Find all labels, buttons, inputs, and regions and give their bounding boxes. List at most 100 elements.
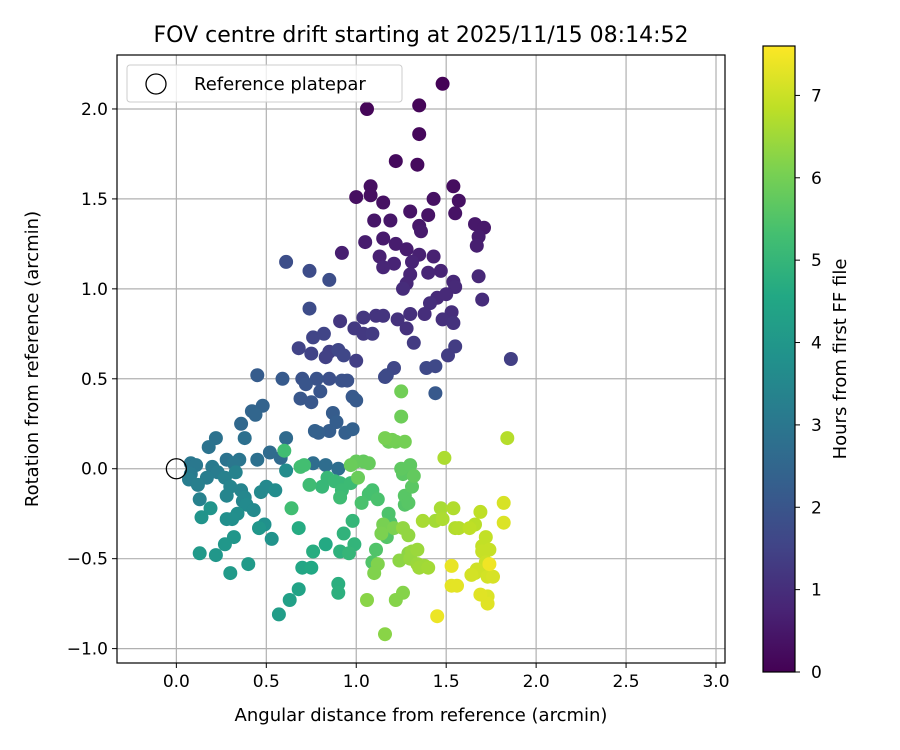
data-point — [421, 208, 436, 223]
data-point — [203, 501, 218, 516]
data-point — [208, 548, 223, 563]
data-point — [252, 521, 267, 536]
data-point — [250, 368, 265, 383]
data-point — [271, 607, 286, 622]
data-point — [496, 495, 511, 510]
data-point — [228, 465, 243, 480]
data-point — [428, 386, 443, 401]
y-tick-label: 2.0 — [81, 100, 108, 120]
data-point — [469, 238, 484, 253]
data-point — [441, 348, 455, 363]
data-point — [410, 542, 425, 557]
data-point — [399, 242, 414, 257]
data-point — [322, 272, 337, 287]
data-point — [264, 531, 279, 546]
data-point — [376, 260, 391, 275]
data-point — [421, 265, 436, 280]
data-point — [406, 335, 421, 350]
data-point — [360, 593, 374, 607]
data-point — [302, 477, 317, 492]
y-axis-label: Rotation from reference (arcmin) — [22, 211, 43, 507]
data-point — [304, 560, 319, 575]
data-point — [388, 236, 403, 251]
data-point — [277, 443, 292, 458]
data-point — [304, 395, 319, 410]
data-point — [223, 566, 238, 581]
data-point — [342, 546, 356, 561]
data-point — [225, 512, 240, 527]
data-point — [433, 501, 448, 516]
data-point — [396, 585, 410, 600]
data-point — [451, 521, 466, 536]
data-point — [336, 526, 351, 541]
data-point — [307, 424, 322, 438]
colorbar-tick-label: 2 — [811, 498, 822, 518]
data-point — [397, 434, 412, 449]
data-point — [313, 384, 328, 399]
x-axis-label: Angular distance from reference (arcmin) — [235, 705, 608, 726]
data-point — [412, 98, 427, 113]
data-point — [309, 371, 324, 386]
data-point — [279, 254, 294, 269]
data-point — [354, 495, 369, 510]
colorbar: 0 1 2 3 4 5 6 7 Hours from first FF file — [762, 45, 851, 683]
data-point — [374, 526, 389, 541]
data-point — [358, 235, 373, 250]
colorbar-tick-label: 0 — [811, 663, 822, 683]
x-ticks: 0.0 0.5 1.0 1.5 2.0 2.5 3.0 — [163, 663, 730, 692]
data-point — [201, 440, 216, 455]
data-point — [194, 510, 209, 525]
data-point — [322, 424, 337, 438]
data-point — [356, 310, 371, 325]
plot-frame — [116, 54, 726, 664]
data-point — [275, 371, 290, 386]
legend-label: Reference platepar — [194, 74, 366, 95]
data-point — [291, 521, 306, 536]
data-point — [388, 154, 403, 169]
data-point — [450, 578, 464, 593]
data-point — [437, 450, 452, 465]
data-point — [349, 393, 364, 408]
data-point — [318, 458, 333, 473]
data-point — [399, 321, 414, 336]
data-point — [482, 557, 497, 572]
data-point — [451, 193, 466, 208]
data-point — [192, 546, 207, 561]
data-point — [246, 503, 261, 518]
data-point — [473, 587, 488, 602]
x-tick-label: 1.5 — [433, 672, 460, 692]
data-point — [426, 191, 441, 206]
data-point — [414, 224, 428, 239]
data-point — [369, 542, 383, 557]
data-point — [406, 468, 421, 483]
data-point — [304, 346, 319, 361]
data-point — [345, 513, 360, 528]
data-point — [279, 463, 294, 478]
data-point — [376, 308, 391, 323]
data-point — [396, 521, 410, 536]
data-point — [403, 458, 418, 473]
colorbar-tick-label: 6 — [811, 169, 822, 189]
data-point — [403, 204, 418, 219]
data-point — [192, 492, 207, 507]
data-point — [318, 350, 333, 365]
data-point — [394, 409, 409, 424]
data-point — [383, 213, 398, 228]
data-point — [349, 190, 364, 205]
data-point — [284, 501, 299, 516]
y-tick-label: 0.0 — [81, 460, 108, 480]
data-point — [410, 157, 425, 172]
data-point — [405, 254, 419, 269]
data-point — [426, 249, 441, 264]
data-point — [387, 256, 401, 271]
data-point — [496, 515, 511, 530]
data-point — [439, 287, 454, 302]
data-point — [336, 348, 351, 363]
data-point — [462, 521, 477, 536]
data-point — [333, 314, 348, 329]
colorbar-tick-label: 3 — [811, 416, 822, 436]
data-point — [190, 477, 205, 492]
data-point — [376, 195, 391, 210]
data-point — [334, 245, 349, 260]
